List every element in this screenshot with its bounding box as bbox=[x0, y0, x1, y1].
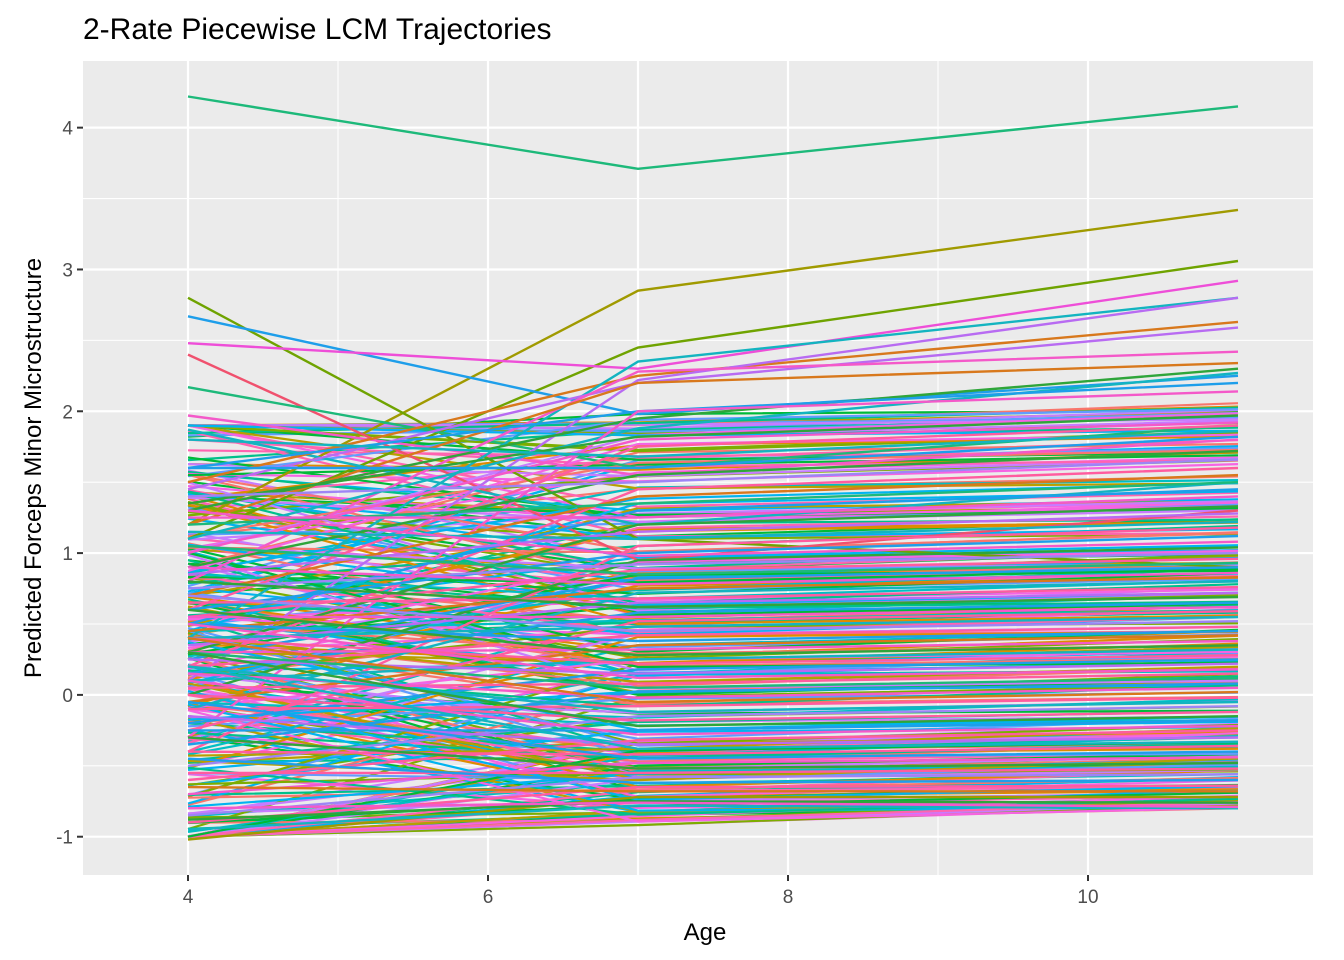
trajectory-line bbox=[187, 615, 1239, 640]
trajectory-line bbox=[187, 315, 1239, 416]
trajectory-line bbox=[187, 549, 1239, 650]
trajectory-line bbox=[187, 350, 1239, 583]
trajectory-line bbox=[187, 544, 1239, 576]
trajectory-line bbox=[187, 665, 1239, 751]
trajectory-line bbox=[187, 756, 1239, 796]
trajectory-line bbox=[187, 800, 1239, 821]
trajectory-line bbox=[187, 679, 1239, 736]
trajectory-line bbox=[187, 601, 1239, 675]
y-tick-label: -1 bbox=[56, 828, 73, 849]
trajectory-line bbox=[187, 773, 1239, 817]
x-tick-label: 4 bbox=[183, 887, 194, 908]
trajectory-line bbox=[187, 700, 1239, 760]
trajectory-line bbox=[187, 566, 1239, 586]
trajectory-line bbox=[187, 639, 1239, 654]
trajectory-line bbox=[187, 414, 1239, 505]
trajectory-line bbox=[187, 546, 1239, 697]
trajectory-line bbox=[187, 744, 1239, 756]
trajectory-line bbox=[187, 361, 1239, 526]
trajectory-line bbox=[187, 591, 1239, 647]
trajectory-line bbox=[187, 622, 1239, 680]
trajectory-line bbox=[187, 785, 1238, 793]
trajectory-line bbox=[187, 625, 1239, 668]
series-layer bbox=[187, 95, 1239, 841]
trajectory-line bbox=[187, 473, 1239, 582]
trajectory-line bbox=[187, 804, 1239, 831]
trajectory-line bbox=[187, 580, 1239, 711]
trajectory-line bbox=[187, 757, 1239, 785]
trajectory-line bbox=[187, 784, 1239, 824]
trajectory-line bbox=[187, 795, 1238, 841]
trajectory-line bbox=[187, 651, 1239, 690]
y-tick-label: 2 bbox=[62, 402, 73, 423]
x-tick-label: 8 bbox=[783, 887, 794, 908]
trajectory-line bbox=[187, 473, 1239, 553]
trajectory-line bbox=[187, 408, 1239, 478]
trajectory-line bbox=[188, 605, 1239, 619]
y-tick-label: 0 bbox=[62, 686, 73, 707]
trajectory-line bbox=[187, 367, 1239, 512]
trajectory-line bbox=[187, 496, 1239, 524]
y-tick-label: 1 bbox=[62, 544, 73, 565]
trajectory-line bbox=[187, 566, 1239, 661]
chart-title: 2-Rate Piecewise LCM Trajectories bbox=[83, 13, 552, 46]
trajectory-line bbox=[187, 665, 1239, 714]
trajectory-line bbox=[187, 588, 1239, 621]
trajectory-line bbox=[188, 495, 1239, 519]
y-axis-label: Predicted Forceps Minor Microstructure bbox=[20, 258, 47, 678]
trajectory-line bbox=[187, 95, 1239, 171]
trajectory-line bbox=[187, 658, 1239, 725]
trajectory-line bbox=[187, 567, 1239, 584]
trajectory-line bbox=[187, 715, 1239, 746]
trajectory-line bbox=[187, 421, 1239, 555]
trajectory-line bbox=[188, 767, 1239, 775]
trajectory-line bbox=[187, 458, 1239, 498]
trajectory-line bbox=[187, 503, 1239, 626]
trajectory-line bbox=[187, 705, 1239, 767]
trajectory-line bbox=[187, 682, 1239, 746]
x-tick-label: 10 bbox=[1077, 887, 1098, 908]
trajectory-line bbox=[187, 296, 1239, 640]
trajectory-line bbox=[187, 505, 1239, 654]
trajectory-line bbox=[187, 608, 1239, 657]
trajectory-line bbox=[188, 719, 1239, 732]
trajectory-line bbox=[187, 449, 1239, 569]
trajectory-line bbox=[187, 320, 1239, 484]
y-tick-label: 4 bbox=[62, 119, 73, 140]
trajectory-line bbox=[188, 435, 1239, 470]
trajectory-line bbox=[187, 585, 1239, 604]
trajectory-line bbox=[187, 473, 1239, 597]
trajectory-line bbox=[187, 637, 1239, 665]
trajectory-line bbox=[187, 696, 1239, 711]
x-axis-label: Age bbox=[684, 919, 727, 946]
trajectory-line bbox=[187, 637, 1239, 704]
trajectory-line bbox=[187, 551, 1239, 590]
trajectory-line bbox=[187, 651, 1239, 728]
trajectory-line bbox=[187, 488, 1239, 626]
y-axis: -1 0 1 2 3 4 bbox=[56, 119, 83, 849]
trajectory-line bbox=[187, 594, 1239, 633]
trajectory-line bbox=[187, 512, 1239, 576]
x-tick-label: 6 bbox=[483, 887, 494, 908]
trajectory-line bbox=[187, 580, 1239, 609]
trajectory-line bbox=[187, 634, 1239, 704]
trajectory-line bbox=[187, 279, 1239, 370]
trajectory-line bbox=[187, 802, 1239, 838]
x-axis: 4 6 8 10 bbox=[183, 875, 1099, 908]
trajectory-line bbox=[187, 672, 1239, 689]
trajectory-line bbox=[187, 509, 1239, 558]
trajectory-line bbox=[187, 622, 1239, 643]
trajectory-line bbox=[187, 801, 1239, 810]
trajectory-line bbox=[187, 259, 1239, 541]
trajectory-line bbox=[187, 648, 1239, 682]
trajectory-line bbox=[187, 520, 1239, 541]
trajectory-line bbox=[187, 736, 1239, 770]
y-tick-label: 3 bbox=[62, 260, 73, 281]
trajectory-line bbox=[187, 693, 1239, 722]
trajectory-line bbox=[187, 429, 1239, 458]
